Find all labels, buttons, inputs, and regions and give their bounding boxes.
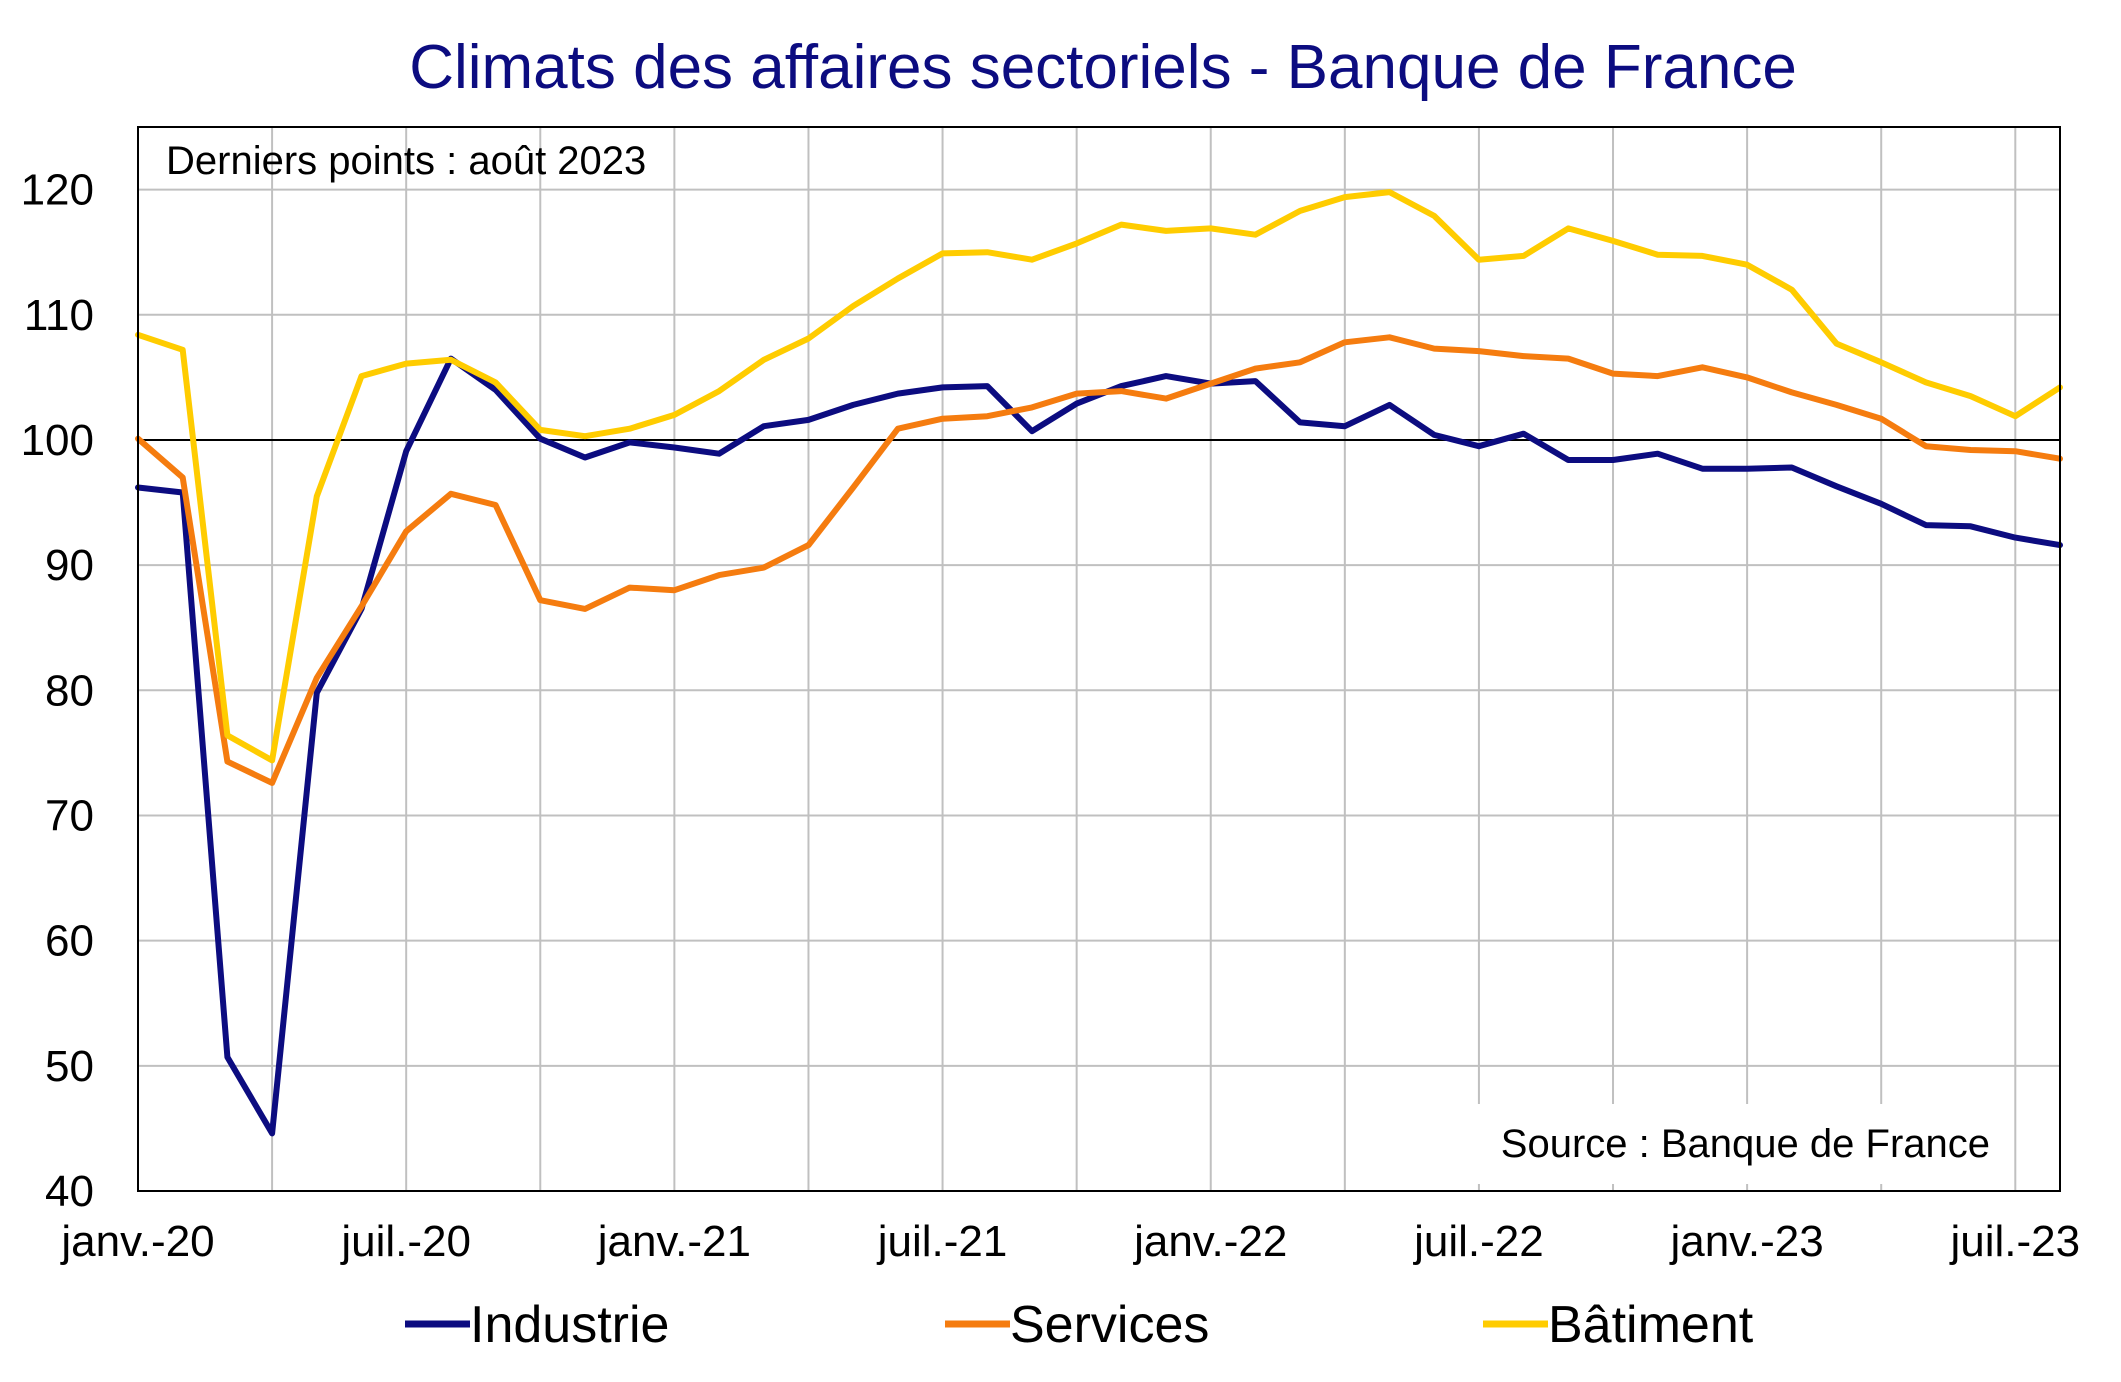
series-line-services [135,334,2063,786]
x-tick-label: janv.-23 [1668,1217,1823,1266]
x-tick-label: juil.-20 [339,1217,471,1266]
y-tick-label: 90 [45,541,94,590]
x-tick-label: janv.-22 [1132,1217,1287,1266]
y-tick-label: 120 [21,166,94,215]
series-lines [135,189,2063,1137]
x-tick-label: juil.-21 [876,1217,1008,1266]
y-tick-label: 50 [45,1042,94,1091]
chart-title: Climats des affaires sectoriels - Banque… [409,33,1797,102]
legend: Industrie Services Bâtiment [405,1296,1754,1354]
x-tick-label: janv.-20 [59,1217,214,1266]
series-line-b-timent [135,189,2063,764]
legend-label-b-timent: Bâtiment [1548,1296,1754,1354]
y-tick-label: 110 [24,291,94,340]
y-tick-label: 60 [45,917,94,966]
x-axis-ticks: janv.-20 juil.-20 janv.-21 juil.-21 janv.-22… [59,1217,2080,1266]
source-note: Source : Banque de France [1501,1122,1990,1166]
series-line-industrie [135,355,2063,1137]
y-tick-label: 40 [45,1167,94,1216]
y-axis-ticks: 40 50 60 70 80 90 100 110 120 [21,166,94,1216]
x-tick-label: juil.-23 [1948,1217,2080,1266]
plot-frame [137,126,2061,1192]
y-tick-label: 80 [45,666,94,715]
x-tick-label: juil.-22 [1412,1217,1544,1266]
y-tick-label: 70 [45,791,94,840]
legend-label-industrie: Industrie [470,1296,669,1354]
plot-grid [138,127,2060,1191]
legend-label-services: Services [1010,1296,1209,1354]
y-tick-label: 100 [21,416,94,465]
source-note-background [1400,1104,2010,1184]
last-point-note: Derniers points : août 2023 [166,139,646,183]
x-tick-label: janv.-21 [596,1217,751,1266]
